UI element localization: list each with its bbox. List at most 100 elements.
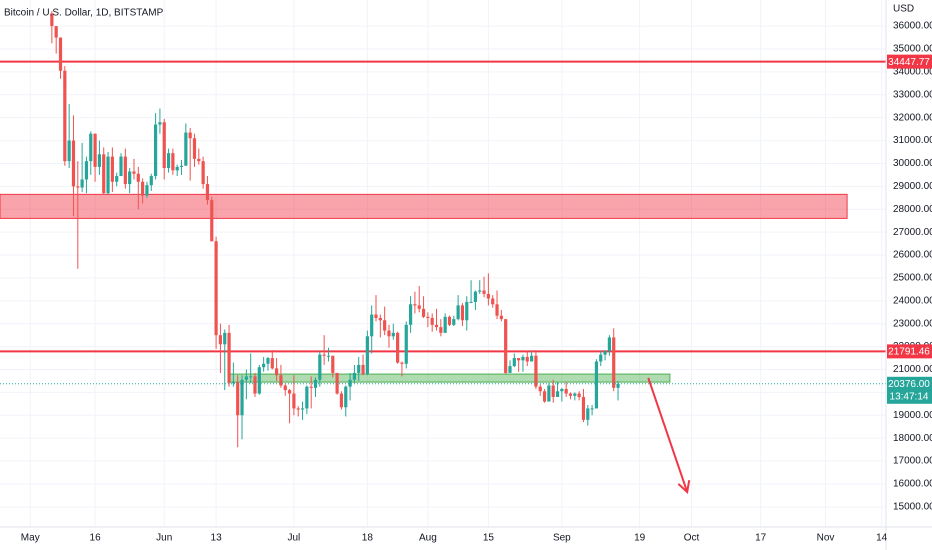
last-price-tag <box>887 376 932 404</box>
x-tick-label: Nov <box>817 533 835 544</box>
candle-body <box>153 124 158 177</box>
candle-body <box>210 200 214 242</box>
candle-body <box>538 386 542 392</box>
candle-body <box>102 154 106 194</box>
candle-body <box>460 305 465 321</box>
candle-body <box>512 358 516 367</box>
candle-body <box>162 122 166 169</box>
candle-body <box>542 391 547 402</box>
x-tick-label: Sep <box>553 533 571 544</box>
candle-body <box>201 161 205 185</box>
candle-body <box>97 154 102 167</box>
candle-body <box>63 70 67 162</box>
y-tick-label: 25000.00 <box>893 273 932 284</box>
candle-body <box>530 355 534 362</box>
candle-body <box>361 364 365 375</box>
x-tick-label: Jul <box>287 533 300 544</box>
price-tag-label: 21791.46 <box>888 347 930 358</box>
candle-body <box>547 385 551 402</box>
candle-body <box>179 165 184 167</box>
y-tick-label: 28000.00 <box>893 204 932 215</box>
last-price-label: 20376.00 <box>888 379 930 390</box>
candle-body <box>322 354 326 356</box>
y-tick-label: 35000.00 <box>893 44 932 55</box>
candle-body <box>534 355 538 387</box>
candle-body <box>132 171 136 174</box>
y-tick-label: 19000.00 <box>893 410 932 421</box>
candle-body <box>370 314 374 337</box>
candle-body <box>434 324 439 328</box>
y-tick-label: 15000.00 <box>893 501 932 512</box>
candle-body <box>84 161 89 180</box>
candle-body <box>67 140 71 162</box>
candle-body <box>149 176 153 186</box>
zone <box>228 373 671 383</box>
candle-body <box>223 332 227 345</box>
candle-body <box>205 184 210 201</box>
candle-body <box>266 358 270 364</box>
candle-body <box>568 393 573 396</box>
y-tick-label: 21000.00 <box>893 364 932 375</box>
y-axis-label: USD <box>893 4 914 15</box>
candle-body <box>58 37 63 71</box>
y-tick-label: 24000.00 <box>893 295 932 306</box>
x-tick-label: Aug <box>419 533 437 544</box>
candle-body <box>612 337 616 388</box>
candle-body <box>573 393 577 396</box>
candle-body <box>491 298 495 305</box>
candle-body <box>404 324 408 364</box>
candle-body <box>262 363 266 368</box>
x-tick-label: 14 <box>876 533 888 544</box>
candle-body <box>421 308 426 317</box>
y-tick-label: 23000.00 <box>893 318 932 329</box>
time-axis-bg <box>0 527 932 550</box>
candle-body <box>586 408 590 420</box>
y-tick-label: 17000.00 <box>893 456 932 467</box>
candle-body <box>249 376 253 378</box>
candle-body <box>54 26 58 38</box>
candle-body <box>123 156 127 185</box>
x-tick-label: May <box>21 533 40 544</box>
candle-body <box>275 368 279 376</box>
x-tick-label: 18 <box>362 533 374 544</box>
candle-body <box>469 301 473 303</box>
candle-body <box>145 185 149 196</box>
candle-body <box>374 314 378 318</box>
arrow-head <box>677 479 691 494</box>
price-tag <box>887 54 932 69</box>
candle-body <box>400 362 404 364</box>
candle-body <box>413 304 417 306</box>
candle-body <box>89 133 93 162</box>
candle-body <box>318 354 322 380</box>
zone <box>0 193 848 219</box>
arrow-line <box>647 377 689 493</box>
candle-body <box>339 393 344 408</box>
candle-body <box>253 376 257 394</box>
candle-body <box>279 375 283 386</box>
candle-body <box>465 301 469 321</box>
y-tick-label: 34000.00 <box>893 67 932 78</box>
candle-body <box>128 171 132 185</box>
candle-body <box>378 317 382 321</box>
candle-body <box>348 379 352 387</box>
y-tick-label: 36000.00 <box>893 21 932 32</box>
candle-body <box>227 332 231 384</box>
candle-body <box>80 179 84 188</box>
candle-body <box>603 351 607 355</box>
chart-title: Bitcoin / U.S. Dollar, 1D, BITSTAMP <box>4 8 164 19</box>
candle-body <box>296 408 300 410</box>
candle-body <box>214 241 218 336</box>
price-axis-bg <box>886 0 932 550</box>
candle-body <box>555 391 560 397</box>
candle-body <box>391 332 395 337</box>
candle-body <box>136 173 140 182</box>
candle-body <box>581 396 586 420</box>
candle-body <box>257 367 261 394</box>
candle-body <box>236 382 240 416</box>
candle-body <box>443 316 447 333</box>
candle-body <box>287 390 292 394</box>
candle-body <box>326 355 331 357</box>
candle-body <box>525 356 529 362</box>
x-tick-label: 19 <box>634 533 646 544</box>
